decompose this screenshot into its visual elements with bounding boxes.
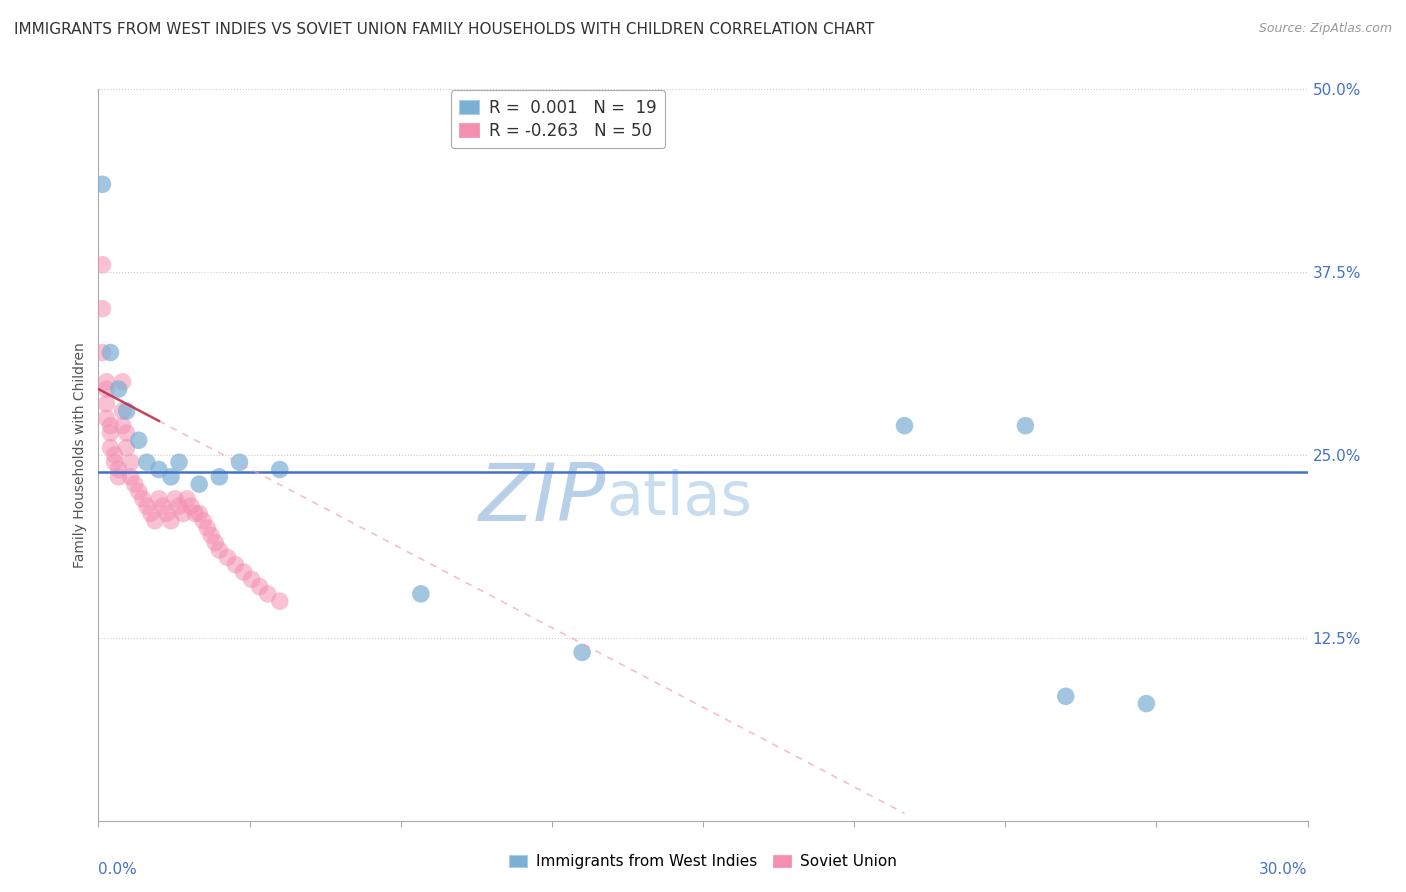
Point xyxy=(167,499,190,513)
Point xyxy=(269,594,291,608)
Point xyxy=(893,418,915,433)
Point xyxy=(172,507,194,521)
Point xyxy=(107,470,129,484)
Point xyxy=(152,499,174,513)
Point xyxy=(107,462,129,476)
Point xyxy=(269,462,291,476)
Point xyxy=(128,484,150,499)
Point xyxy=(120,455,142,469)
Point xyxy=(160,470,183,484)
Point xyxy=(139,507,162,521)
Point xyxy=(128,434,150,448)
Point xyxy=(240,572,263,586)
Point xyxy=(232,565,254,579)
Point xyxy=(115,441,138,455)
Text: 0.0%: 0.0% xyxy=(98,863,138,878)
Point xyxy=(132,491,155,506)
Point xyxy=(1135,697,1157,711)
Point xyxy=(156,507,179,521)
Point xyxy=(195,521,218,535)
Point xyxy=(96,375,118,389)
Y-axis label: Family Households with Children: Family Households with Children xyxy=(73,342,87,568)
Point xyxy=(100,418,122,433)
Text: Source: ZipAtlas.com: Source: ZipAtlas.com xyxy=(1258,22,1392,36)
Point xyxy=(167,455,190,469)
Point xyxy=(188,477,211,491)
Point xyxy=(120,470,142,484)
Point xyxy=(1054,690,1077,704)
Point xyxy=(111,404,134,418)
Point xyxy=(228,455,250,469)
Point xyxy=(124,477,146,491)
Point xyxy=(208,543,231,558)
Point xyxy=(249,580,271,594)
Text: 30.0%: 30.0% xyxy=(1260,863,1308,878)
Point xyxy=(217,550,239,565)
Point xyxy=(148,462,170,476)
Point xyxy=(115,404,138,418)
Text: ZIP: ZIP xyxy=(479,459,606,538)
Legend: Immigrants from West Indies, Soviet Union: Immigrants from West Indies, Soviet Unio… xyxy=(503,848,903,875)
Point xyxy=(91,345,114,359)
Point xyxy=(91,258,114,272)
Text: IMMIGRANTS FROM WEST INDIES VS SOVIET UNION FAMILY HOUSEHOLDS WITH CHILDREN CORR: IMMIGRANTS FROM WEST INDIES VS SOVIET UN… xyxy=(14,22,875,37)
Point xyxy=(208,470,231,484)
Point xyxy=(135,455,157,469)
Point xyxy=(188,507,211,521)
Point xyxy=(111,375,134,389)
Point xyxy=(184,507,207,521)
Point xyxy=(111,418,134,433)
Point xyxy=(100,345,122,359)
Point xyxy=(163,491,186,506)
Point xyxy=(115,425,138,440)
Point xyxy=(193,514,215,528)
Point xyxy=(200,528,222,542)
Point xyxy=(1014,418,1036,433)
Point xyxy=(100,425,122,440)
Point xyxy=(96,382,118,396)
Point xyxy=(176,491,198,506)
Point xyxy=(91,301,114,316)
Point xyxy=(103,448,125,462)
Legend: R =  0.001   N =  19, R = -0.263   N = 50: R = 0.001 N = 19, R = -0.263 N = 50 xyxy=(451,90,665,148)
Point xyxy=(224,558,246,572)
Point xyxy=(96,397,118,411)
Point xyxy=(100,441,122,455)
Point xyxy=(571,645,593,659)
Point xyxy=(256,587,278,601)
Point xyxy=(180,499,202,513)
Point xyxy=(143,514,166,528)
Text: atlas: atlas xyxy=(606,469,752,528)
Point xyxy=(103,455,125,469)
Point xyxy=(107,382,129,396)
Point xyxy=(409,587,432,601)
Point xyxy=(160,514,183,528)
Point xyxy=(204,535,226,549)
Point xyxy=(96,411,118,425)
Point xyxy=(91,178,114,192)
Point xyxy=(135,499,157,513)
Point xyxy=(148,491,170,506)
